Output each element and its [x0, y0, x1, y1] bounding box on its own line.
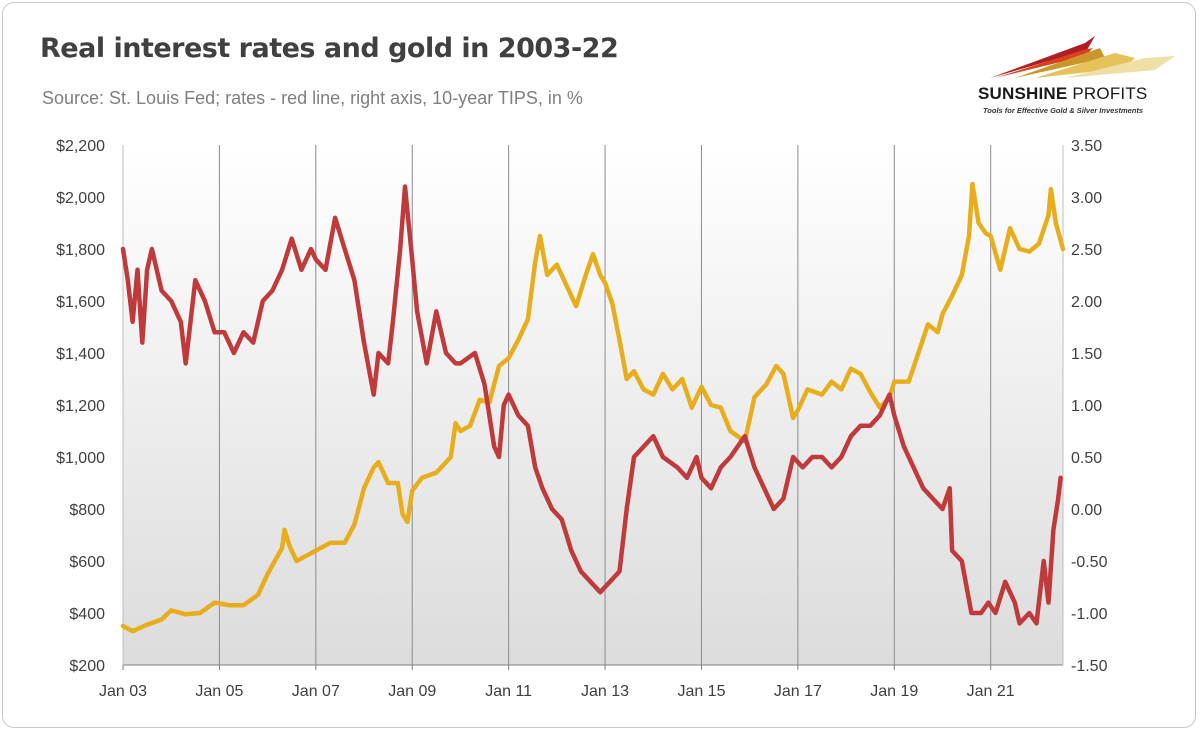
right-tick-label: 2.00 — [1071, 294, 1102, 311]
gold-price-line — [120, 181, 1066, 634]
right-tick-label: -0.50 — [1071, 554, 1108, 571]
left-tick-label: $800 — [69, 502, 105, 519]
logo-name-part2: PROFITS — [1067, 84, 1148, 103]
real-rate-line — [120, 184, 1063, 626]
logo-tagline: Tools for Effective Gold & Silver Invest… — [983, 106, 1144, 115]
right-tick-label: 1.00 — [1071, 398, 1102, 415]
series-layer — [120, 181, 1066, 634]
chart-subtitle: Source: St. Louis Fed; rates - red line,… — [42, 88, 583, 108]
right-tick-label: -1.50 — [1071, 658, 1108, 675]
right-tick-label: 0.50 — [1071, 450, 1102, 467]
x-tick-label: Jan 15 — [677, 683, 725, 700]
x-tick-label: Jan 21 — [967, 683, 1015, 700]
plot-area — [123, 145, 1063, 665]
right-tick-label: 3.50 — [1071, 138, 1102, 155]
logo-name: SUNSHINE PROFITS — [978, 84, 1188, 104]
left-tick-label: $2,200 — [56, 138, 105, 155]
right-tick-label: -1.00 — [1071, 606, 1108, 623]
x-axis-ticks: Jan 03 Jan 05 Jan 07 Jan 09 Jan 11 Jan 13 Jan … — [99, 665, 1015, 700]
right-tick-label: 2.50 — [1071, 242, 1102, 259]
sunshine-profits-logo-icon — [990, 36, 1175, 78]
left-tick-label: $1,200 — [56, 398, 105, 415]
left-tick-label: $200 — [69, 658, 105, 675]
logo-name-part1: SUNSHINE — [978, 84, 1068, 103]
left-tick-label: $2,000 — [56, 190, 105, 207]
x-tick-label: Jan 03 — [99, 683, 147, 700]
left-tick-label: $1,000 — [56, 450, 105, 467]
right-tick-label: 3.00 — [1071, 190, 1102, 207]
left-tick-label: $1,800 — [56, 242, 105, 259]
left-axis-ticks: $2,200 $2,000 $1,800 $1,600 $1,400 $1,200 $1,0… — [56, 138, 105, 675]
x-tick-label: Jan 05 — [195, 683, 243, 700]
left-tick-label: $1,400 — [56, 346, 105, 363]
x-tick-label: Jan 11 — [485, 683, 532, 700]
x-tick-label: Jan 19 — [870, 683, 918, 700]
right-axis-ticks: 3.50 3.00 2.50 2.00 1.50 1.00 0.50 0.00 -0.50 -1.… — [1071, 138, 1108, 675]
left-tick-label: $1,600 — [56, 294, 105, 311]
chart-title: Real interest rates and gold in 2003-22 — [40, 33, 619, 64]
x-tick-label: Jan 17 — [774, 683, 822, 700]
right-tick-label: 0.00 — [1071, 502, 1102, 519]
x-tick-label: Jan 13 — [581, 683, 629, 700]
x-tick-label: Jan 07 — [292, 683, 340, 700]
left-tick-label: $600 — [69, 554, 105, 571]
left-tick-label: $400 — [69, 606, 105, 623]
right-tick-label: 1.50 — [1071, 346, 1102, 363]
x-tick-label: Jan 09 — [388, 683, 436, 700]
